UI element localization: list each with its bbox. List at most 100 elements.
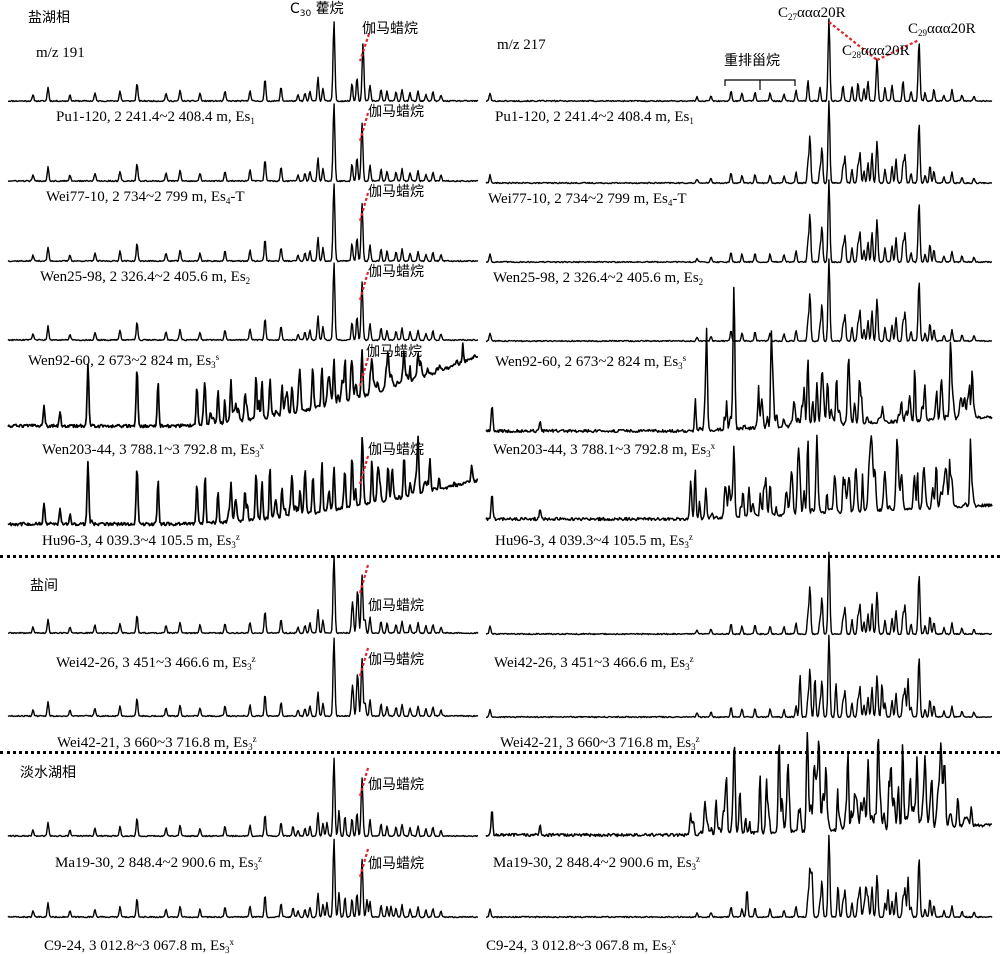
sample-label-Wen25-98-right-part: Es (683, 270, 699, 286)
sample-label-Wei77-10-left-part: Wei77-10 (46, 189, 105, 205)
sample-label-C9-24-left-part: 3 (225, 945, 230, 954)
gammacerane-label: 伽马蜡烷 (368, 183, 424, 201)
sample-label-Wen203-44-right-part: , (562, 442, 571, 458)
sample-label-Pu1-120-right-part: , (666, 109, 675, 125)
sample-label-Wen92-60-right: Wen92-60, 2 673~2 824 m, Es3s (495, 349, 686, 375)
c30-hopane-label-part: 30 (299, 9, 312, 19)
separator-intersalt (0, 555, 1000, 558)
sample-label-Wen25-98-left-part: , (223, 269, 231, 285)
c29-label-part: ααα20R (927, 21, 976, 37)
sample-label-Wen203-44-left-part: , (111, 442, 120, 458)
c27-label-part: C (778, 5, 789, 21)
sample-label-Wei42-21-left-part: , (115, 735, 124, 751)
sample-label-Wei42-26-left-part: z (251, 654, 256, 664)
sample-label-Wei42-21-left-part: Wei42-21 (57, 735, 116, 751)
gammacerane-label: 伽马蜡烷 (368, 651, 424, 669)
sample-label-Wen92-60-left-part: Wen92-60 (28, 353, 91, 369)
sample-label-Wen25-98-right: Wen25-98, 2 326.4~2 405.6 m, Es2 (493, 269, 703, 291)
sample-label-Wen203-44-left-part: 3 (255, 449, 260, 459)
sample-label-Ma19-30-left-part: 2 848.4~2 900.6 m (117, 855, 232, 871)
sample-label-Wei77-10-right-part: , (645, 191, 653, 207)
sample-label-Wei77-10-left-part: 2 734~2 799 m (112, 189, 204, 205)
sample-label-Wen92-60-right-part: , (557, 354, 565, 370)
facies-label-freshwater: 淡水湖相 (20, 764, 76, 782)
sample-label-Wei42-21-right-part: 3 (691, 742, 696, 752)
sample-label-Hu96-3-left-part: Hu96-3 (42, 533, 88, 549)
sample-label-C9-24-right-part: Es (652, 938, 668, 954)
sample-label-Hu96-3-right-part: 3 (684, 540, 689, 550)
sample-label-Ma19-30-right-part: , (669, 855, 677, 871)
chromatogram-Wen92-60-m191 (7, 262, 479, 342)
sample-label-Wei77-10-right-part: , (546, 191, 555, 207)
sample-label-Wen92-60-right-part: Es (663, 354, 679, 370)
sample-label-Ma19-30-right-part: , (548, 855, 556, 871)
c30-hopane-label-part: 藿烷 (311, 1, 344, 17)
gammacerane-label: 伽马蜡烷 (366, 343, 422, 361)
gammacerane-label: 伽马蜡烷 (368, 263, 424, 281)
sample-label-C9-24-left-part: , (202, 938, 211, 954)
ion-label-m191: m/z 191 (36, 44, 85, 62)
sample-label-Wen25-98-left-part: Es (230, 269, 246, 285)
sample-label-Wei42-26-right-part: 3 451~3 466.6 m (560, 655, 663, 671)
sample-label-Wen203-44-right-part: 3 788.1~3 792.8 m (570, 442, 684, 458)
c28-label-part: ααα20R (861, 43, 910, 59)
chromatogram-Wen25-98-m191 (7, 183, 479, 263)
sample-label-Ma19-30-right-part: z (696, 854, 701, 864)
gammacerane-label-part: 伽马蜡烷 (368, 856, 424, 872)
sample-label-Wei77-10-left-part: , (203, 189, 211, 205)
sample-label-Wen203-44-left: Wen203-44, 3 788.1~3 792.8 m, Es3x (42, 437, 264, 463)
sample-label-C9-24-right-part: 3 (667, 945, 672, 954)
sample-label-Pu1-120-right-part: 1 (689, 116, 694, 126)
sample-label-Wei77-10-right-part: Es (652, 191, 668, 207)
chromatogram-Wen25-98-m217 (485, 179, 993, 264)
gammacerane-label: 伽马蜡烷 (368, 776, 424, 794)
sample-label-Ma19-30-right-part: Es (676, 855, 692, 871)
sample-label-Wei42-26-left-part: Es (232, 655, 248, 671)
sample-label-Wen92-60-left-part: Es (196, 353, 212, 369)
gammacerane-label-part: 伽马蜡烷 (368, 777, 424, 793)
sample-label-Pu1-120-right-part: , (545, 109, 554, 125)
sample-label-Wei42-26-left-part: Wei42-26 (56, 655, 115, 671)
sample-label-Wen203-44-left-part: Wen203-44 (42, 442, 112, 458)
gammacerane-label: 伽马蜡烷 (368, 597, 424, 615)
sample-label-C9-24-right-part: 3 012.8~3 067.8 m (531, 938, 645, 954)
c29-label-part: 29 (918, 28, 928, 38)
c27-label-part: 27 (788, 12, 798, 22)
sample-label-Wen92-60-right-part: s (682, 353, 687, 363)
sample-label-Wei77-10-left-part: Es (210, 189, 226, 205)
sample-label-Ma19-30-left-part: 3 (253, 862, 259, 872)
sample-label-C9-24-left-part: Es (210, 938, 226, 954)
sample-label-Wen203-44-right: Wen203-44, 3 788.1~3 792.8 m, Es3x (493, 437, 715, 463)
gammacerane-marker (358, 33, 371, 62)
sample-label-Wei42-26-left-part: 3 (247, 662, 252, 672)
sample-label-Ma19-30-right: Ma19-30, 2 848.4~2 900.6 m, Es3z (493, 850, 700, 876)
sample-label-Hu96-3-right-part: 4 039.3~4 105.5 m (548, 533, 662, 549)
chromatogram-Ma19-30-m191 (7, 757, 479, 838)
sample-label-Wen25-98-left-part: 2 (245, 276, 251, 286)
sample-label-C9-24-right: C9-24, 3 012.8~3 067.8 m, Es3x (486, 933, 676, 954)
sample-label-Wen203-44-right-part: x (710, 441, 716, 451)
sample-label-Ma19-30-right-part: Ma19-30 (493, 855, 548, 871)
chromatogram-Wen92-60-m217 (485, 258, 992, 343)
sample-label-Wen92-60-right-part: 2 673~2 824 m (564, 354, 656, 370)
sample-label-Wei42-21-left-part: z (252, 734, 257, 744)
sample-label-Pu1-120-right-part: Es (674, 109, 690, 125)
sample-label-Wen203-44-right-part: 3 (706, 449, 711, 459)
chromatogram-Wei77-10-m191 (7, 103, 479, 183)
sample-label-Pu1-120-left-part: , (106, 109, 115, 125)
sample-label-Wen203-44-left-part: x (259, 441, 265, 451)
sample-label-Wen92-60-left-part: s (215, 352, 220, 362)
gammacerane-label: 伽马蜡烷 (368, 103, 424, 121)
chromatogram-Hu96-3-m217 (485, 434, 993, 522)
sample-label-Wei42-26-right-part: , (552, 655, 561, 671)
sample-label-Ma19-30-left: Ma19-30, 2 848.4~2 900.6 m, Es3z (55, 850, 262, 876)
c29-label: C29ααα20R (908, 20, 976, 42)
sample-label-Wen25-98-right-part: 2 326.4~2 405.6 m (562, 270, 677, 286)
sample-label-Wen25-98-left-part: Wen25-98 (40, 269, 103, 285)
chromatogram-Ma19-30-m217 (485, 731, 993, 838)
sample-label-Hu96-3-left-part: 4 039.3~4 105.5 m (95, 533, 209, 549)
sample-label-Pu1-120-left-part: Es (235, 109, 251, 125)
sample-label-Hu96-3-left-part: , (87, 533, 96, 549)
facies-label-intersalt-part: 盐间 (30, 578, 58, 594)
